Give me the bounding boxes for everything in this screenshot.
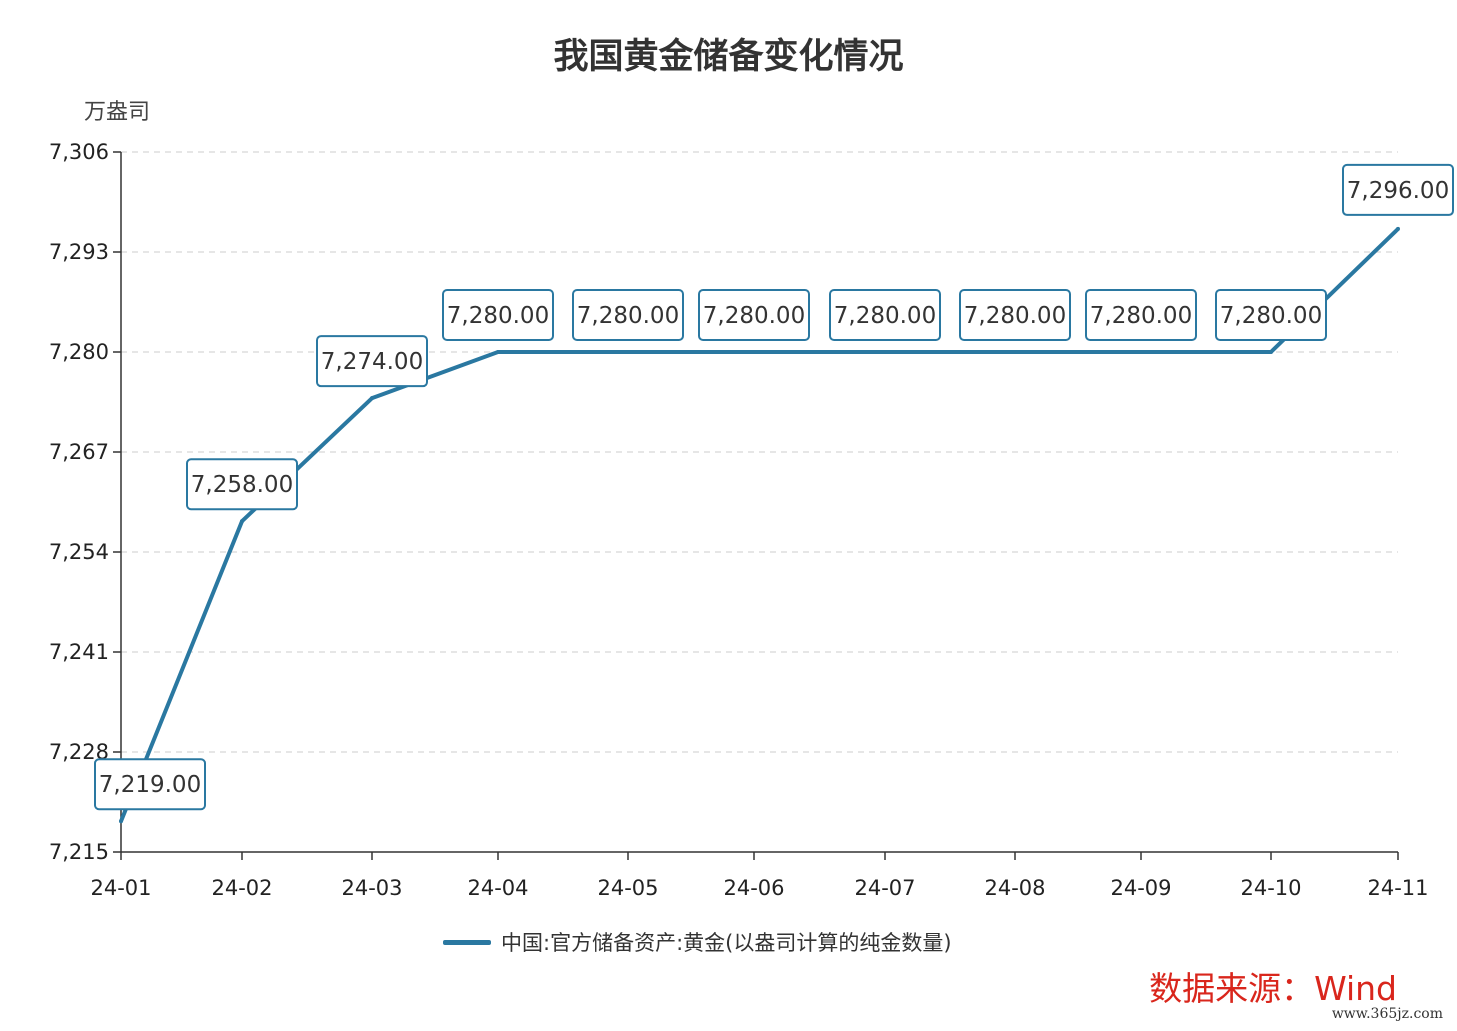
data-label: 7,296.00 [1347,178,1449,204]
legend[interactable]: 中国:官方储备资产:黄金(以盎司计算的纯金数量) [443,927,952,957]
x-tick-label: 24-05 [597,876,658,900]
data-point [1139,350,1143,354]
data-label: 7,280.00 [1220,303,1322,329]
data-label-box [1085,289,1197,341]
y-tick-label: 7,267 [49,440,109,464]
data-label-box [442,289,554,341]
data-label: 7,280.00 [834,303,936,329]
watermark: www.365jz.com [1331,1006,1443,1022]
data-source-note: 数据来源：Wind [1149,969,1397,1008]
data-label-box [698,289,810,341]
y-tick-label: 7,241 [49,640,109,664]
x-tick-label: 24-09 [1110,876,1171,900]
x-tick-label: 24-01 [90,876,151,900]
data-label: 7,274.00 [321,349,423,375]
y-tick-label: 7,306 [49,140,109,164]
x-tick-label: 24-10 [1240,876,1301,900]
data-label-box [829,289,941,341]
data-point [883,350,887,354]
y-tick-label: 7,280 [49,340,109,364]
data-point [626,350,630,354]
y-tick-label: 7,293 [49,240,109,264]
chart-title: 我国黄金储备变化情况 [553,37,904,77]
data-label-box [1342,163,1454,216]
data-label-box [1215,289,1327,341]
data-label: 7,280.00 [447,303,549,329]
x-tick-label: 24-04 [467,876,528,900]
legend-swatch [443,939,491,945]
data-point [496,350,500,354]
data-label-box [959,289,1071,341]
data-label: 7,280.00 [703,303,805,329]
data-label: 7,258.00 [191,472,293,498]
x-tick-label: 24-08 [984,876,1045,900]
x-tick-label: 24-11 [1367,876,1428,900]
data-label-box [316,335,428,388]
data-label: 7,280.00 [964,303,1066,329]
y-axis-unit: 万盎司 [84,100,151,125]
data-label-box [94,758,206,811]
data-point [1013,350,1017,354]
x-tick-label: 24-02 [211,876,272,900]
data-point [1396,226,1400,231]
legend-label: 中国:官方储备资产:黄金(以盎司计算的纯金数量) [501,931,952,955]
data-label-box [186,458,298,511]
y-tick-label: 7,215 [49,840,109,864]
data-label: 7,280.00 [1090,303,1192,329]
data-point [119,819,123,824]
data-point [240,519,244,524]
y-tick-label: 7,254 [49,540,109,564]
x-tick-label: 24-06 [723,876,784,900]
x-tick-label: 24-03 [341,876,402,900]
data-label: 7,280.00 [577,303,679,329]
data-point [1269,350,1273,354]
data-label-box [572,289,684,341]
data-label: 7,219.00 [99,772,201,798]
data-point [370,396,374,401]
x-tick-label: 24-07 [854,876,915,900]
data-point [752,350,756,354]
